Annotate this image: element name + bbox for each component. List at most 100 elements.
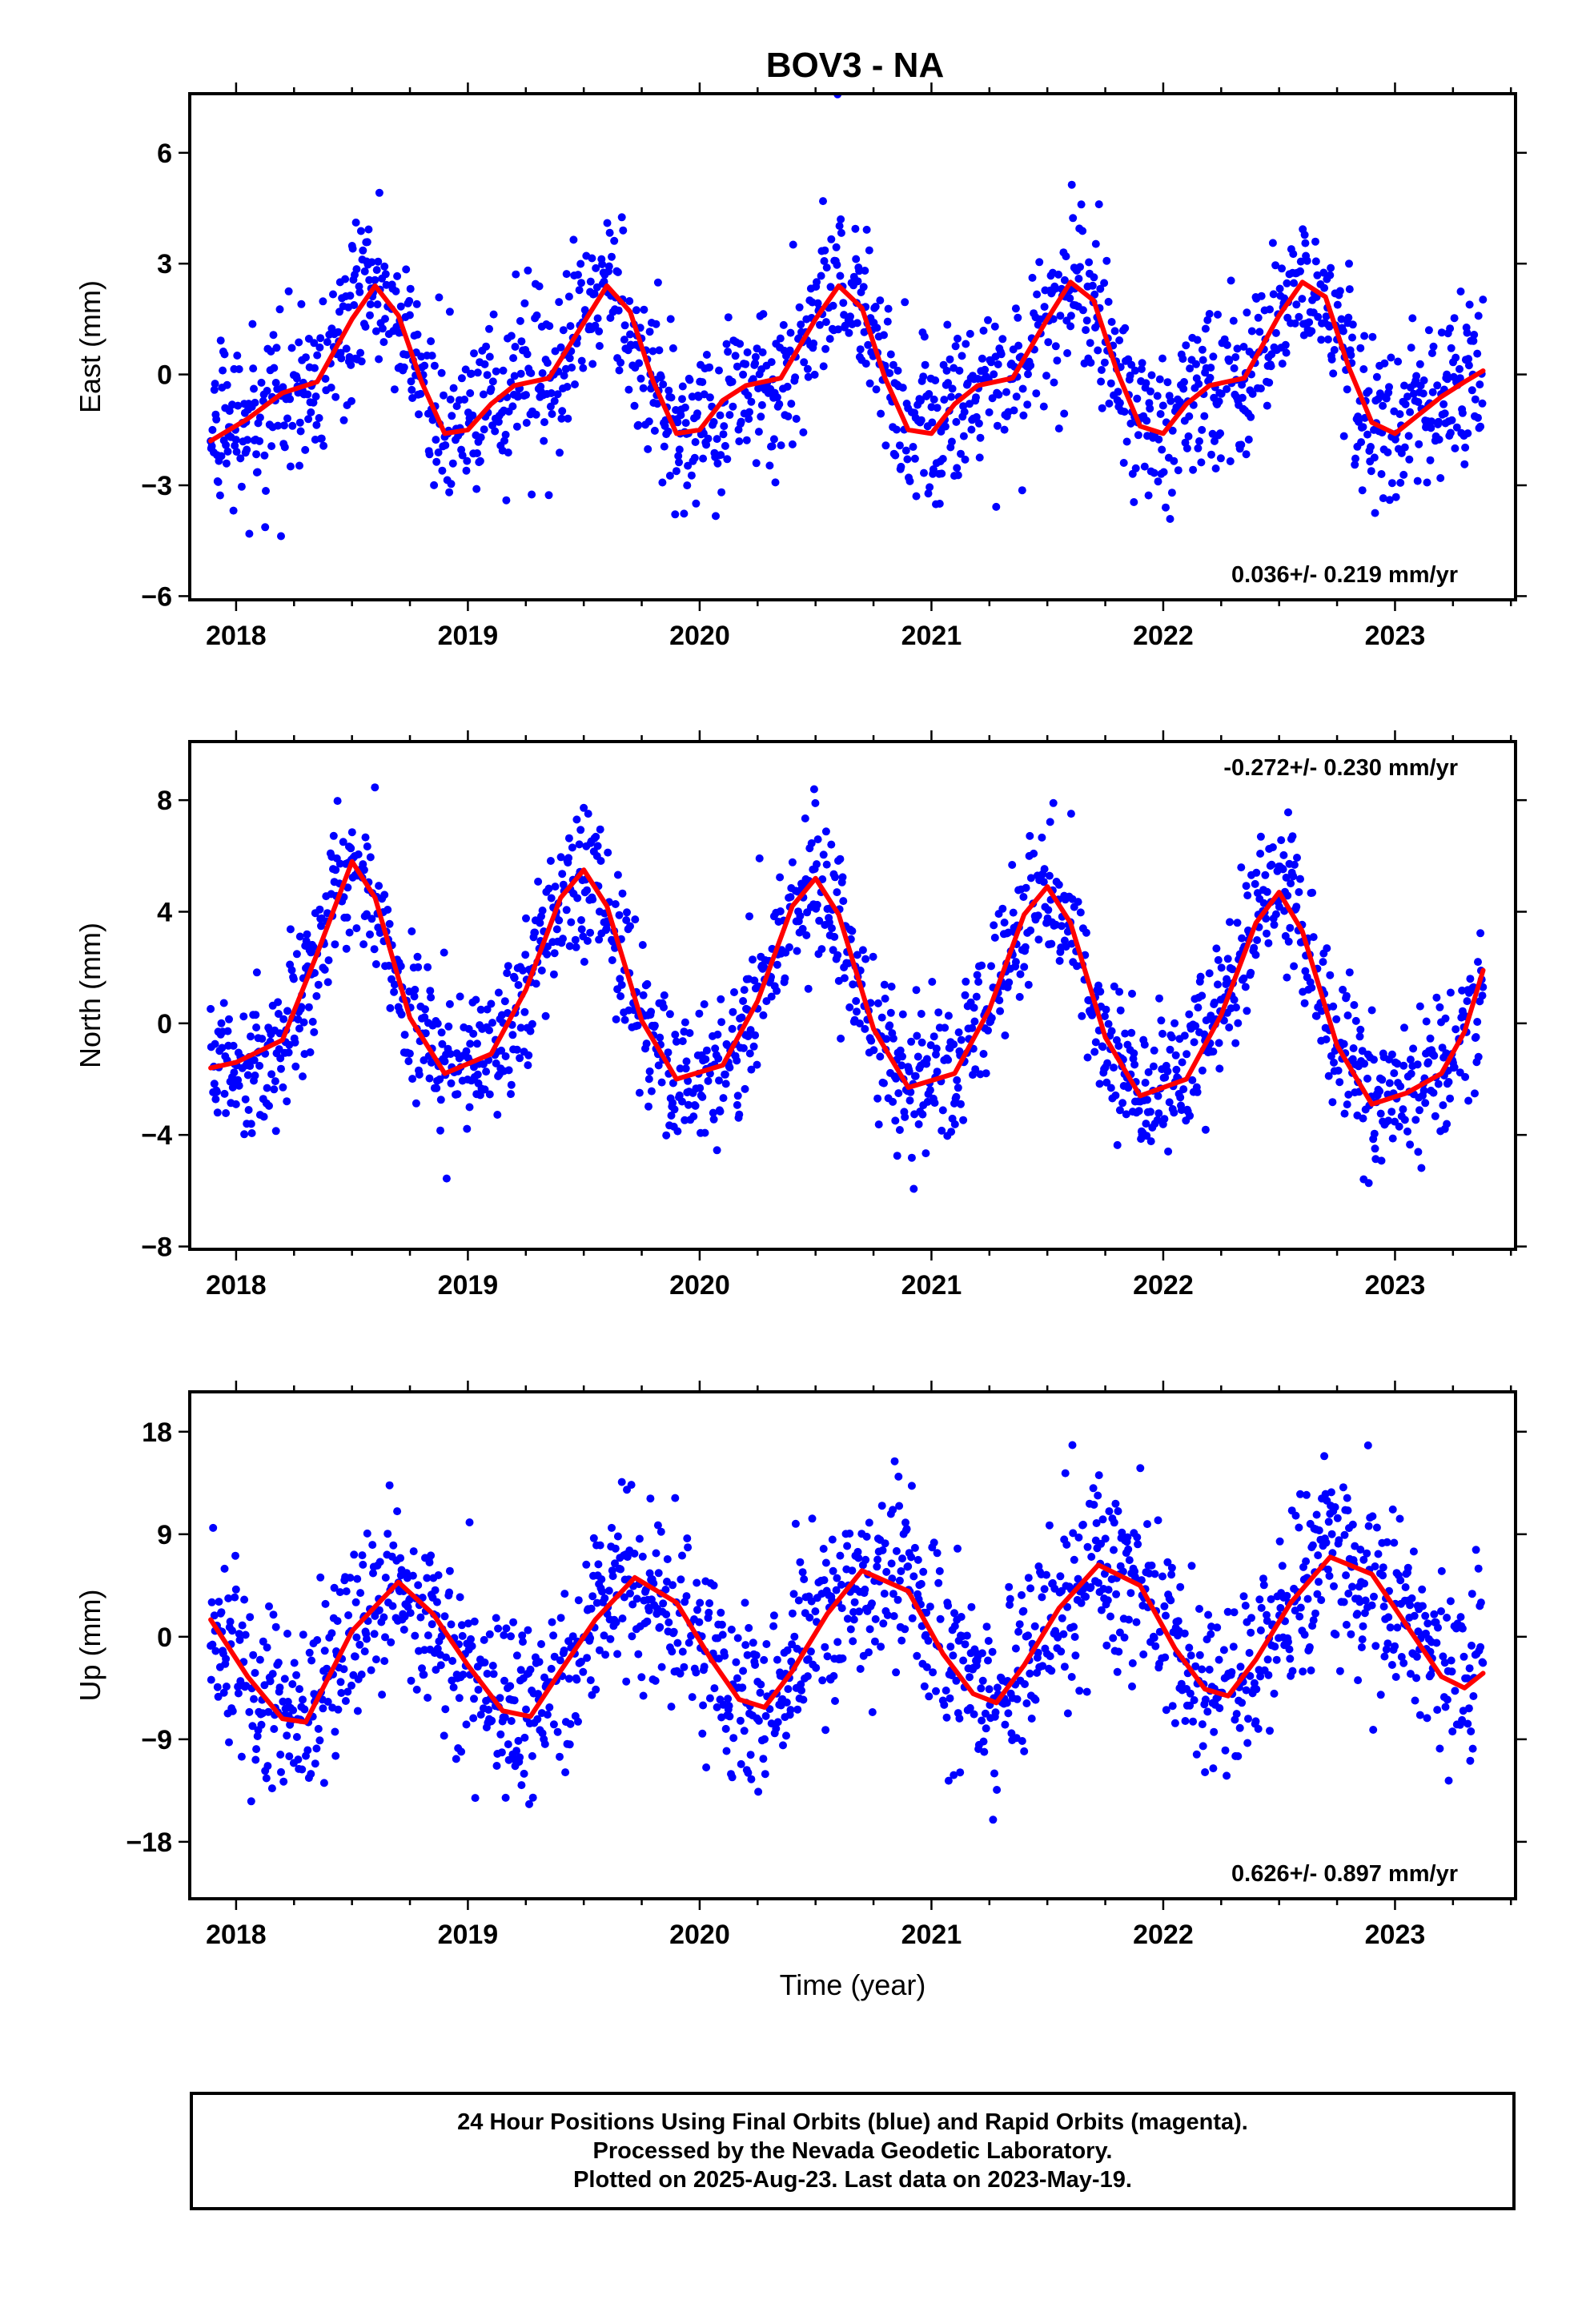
data-point xyxy=(1290,279,1299,287)
data-point xyxy=(1413,1060,1422,1069)
data-point xyxy=(1463,997,1472,1006)
data-point xyxy=(453,1090,462,1099)
data-point xyxy=(1244,1715,1252,1723)
data-point xyxy=(623,1553,632,1562)
data-point xyxy=(1468,1641,1476,1650)
data-point xyxy=(996,1007,1005,1015)
model-fit-line xyxy=(208,858,1486,1107)
data-point xyxy=(881,995,889,1003)
data-point xyxy=(483,1005,492,1014)
data-point xyxy=(759,1011,768,1019)
data-point xyxy=(1170,1019,1179,1027)
data-point xyxy=(669,1627,678,1636)
data-point xyxy=(1215,397,1223,406)
data-point xyxy=(276,1751,285,1759)
data-point xyxy=(274,421,283,430)
data-point xyxy=(855,1019,864,1027)
data-point xyxy=(331,940,339,949)
data-point xyxy=(1098,404,1106,412)
data-point xyxy=(1142,1120,1150,1128)
data-point xyxy=(253,468,262,476)
data-point xyxy=(1146,404,1154,413)
data-point xyxy=(1474,1564,1483,1573)
data-point xyxy=(797,1686,805,1695)
data-point xyxy=(1215,1039,1223,1047)
data-point xyxy=(493,1111,502,1119)
data-point xyxy=(854,1554,863,1562)
data-point xyxy=(1194,1003,1203,1012)
data-point xyxy=(1166,515,1174,523)
data-point xyxy=(962,977,970,986)
data-point xyxy=(1094,1491,1102,1500)
data-point xyxy=(557,414,566,423)
data-point xyxy=(1162,503,1170,512)
data-point xyxy=(787,1657,796,1666)
data-point xyxy=(517,337,526,346)
data-point xyxy=(404,1057,413,1066)
data-point xyxy=(427,1551,436,1560)
data-point xyxy=(1351,1016,1360,1025)
data-point xyxy=(309,943,318,951)
data-point xyxy=(944,1602,953,1610)
data-point xyxy=(432,1666,440,1675)
data-point xyxy=(921,1149,930,1158)
data-point xyxy=(993,1786,1002,1794)
data-point xyxy=(1264,1671,1273,1679)
data-point xyxy=(1264,939,1273,947)
data-point xyxy=(1063,349,1072,357)
data-point xyxy=(1007,1729,1016,1738)
data-point xyxy=(231,1551,239,1560)
data-point xyxy=(972,412,981,421)
data-point xyxy=(944,1776,953,1785)
data-point xyxy=(1223,340,1231,349)
data-point xyxy=(1190,1696,1199,1704)
data-point xyxy=(556,853,565,862)
data-point xyxy=(829,301,837,310)
data-point xyxy=(1378,1076,1387,1084)
data-point xyxy=(701,1128,709,1137)
data-point xyxy=(1019,893,1028,901)
data-point xyxy=(1348,1520,1357,1529)
data-point xyxy=(979,1050,988,1058)
data-point xyxy=(543,943,552,951)
data-point xyxy=(295,932,304,941)
data-point xyxy=(1134,1540,1142,1549)
data-point xyxy=(1287,879,1295,888)
data-point xyxy=(520,299,529,308)
data-point xyxy=(979,326,988,335)
data-point xyxy=(272,344,281,352)
data-point xyxy=(415,410,423,419)
data-point xyxy=(741,1641,750,1650)
data-point xyxy=(1395,410,1404,419)
data-point xyxy=(1087,1553,1096,1561)
data-point xyxy=(1347,1630,1355,1638)
data-point xyxy=(800,358,809,367)
data-point xyxy=(1170,1108,1178,1117)
data-point xyxy=(912,492,921,501)
data-point xyxy=(316,334,325,343)
data-point xyxy=(1192,1750,1201,1759)
data-point xyxy=(1419,389,1427,398)
y-tick-label: −6 xyxy=(141,581,172,612)
data-point xyxy=(1123,1533,1132,1542)
data-point xyxy=(514,981,523,989)
data-point xyxy=(306,1048,315,1056)
data-point xyxy=(512,1045,521,1054)
data-point xyxy=(545,1703,554,1711)
footer-line-2: Processed by the Nevada Geodetic Laborat… xyxy=(592,2138,1113,2164)
data-point xyxy=(425,1074,434,1083)
data-point xyxy=(1115,987,1124,996)
data-point xyxy=(828,1535,837,1544)
data-point xyxy=(319,1704,327,1713)
data-point xyxy=(811,1607,820,1616)
data-point xyxy=(485,324,493,333)
data-point xyxy=(507,1090,515,1099)
data-point xyxy=(690,453,699,462)
data-point xyxy=(1353,1610,1362,1618)
data-point xyxy=(845,328,853,337)
data-point xyxy=(1230,364,1239,372)
data-point xyxy=(759,1755,768,1763)
data-point xyxy=(1331,1630,1340,1639)
data-point xyxy=(1018,384,1027,393)
data-point xyxy=(1407,1069,1415,1078)
